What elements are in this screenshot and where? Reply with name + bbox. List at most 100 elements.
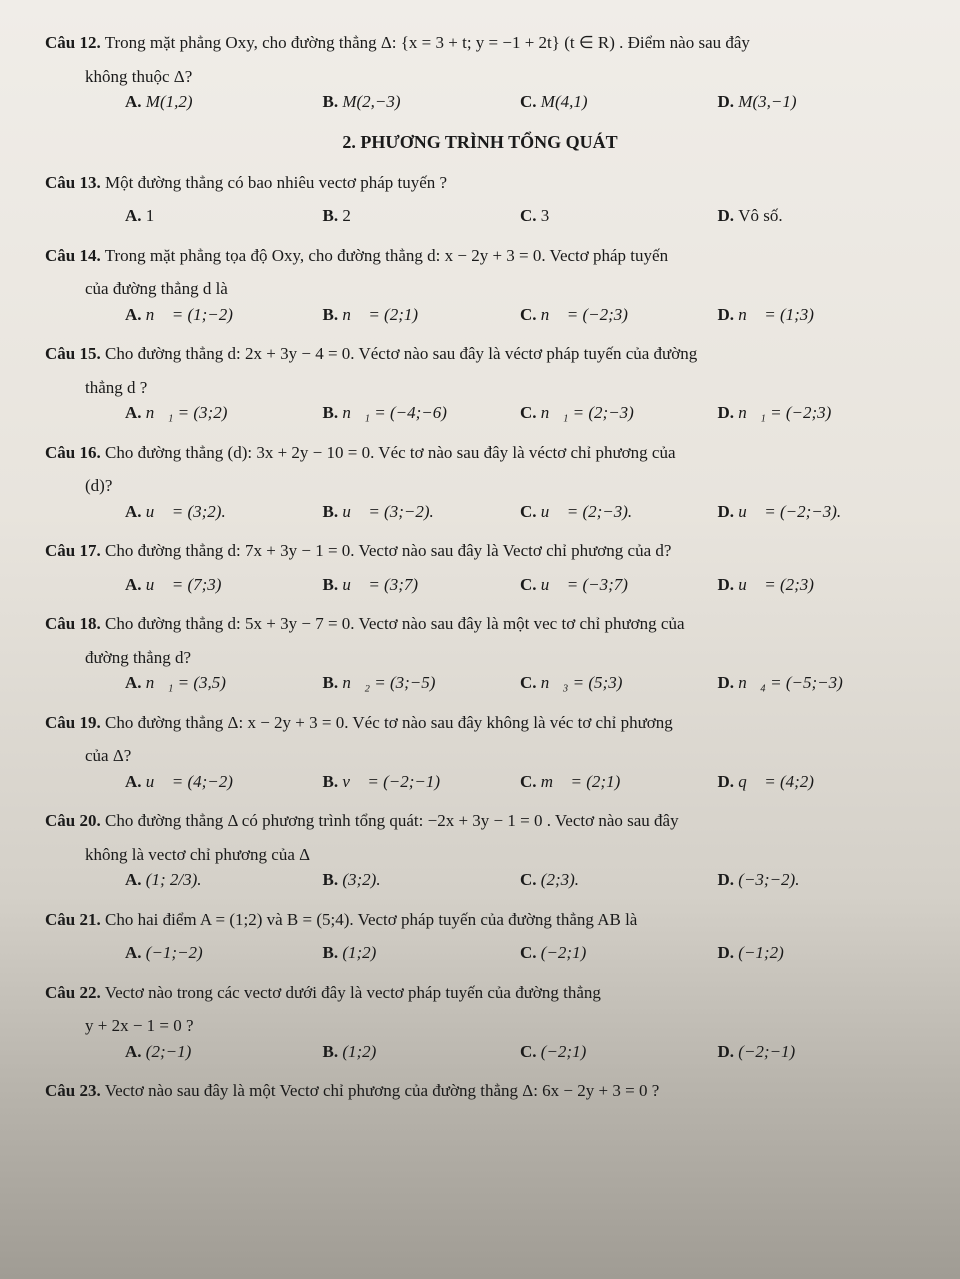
question-16-sub: (d)? <box>45 473 915 499</box>
question-14-body: Trong mặt phẳng tọa độ Oxy, cho đường th… <box>105 246 668 265</box>
option-13-B: B. 2 <box>323 203 521 229</box>
question-14-options: A. n⃗ = (1;−2) B. n⃗ = (2;1) C. n⃗ = (−2… <box>45 302 915 328</box>
option-12-C: C. M(4,1) <box>520 89 718 115</box>
option-19-C: C. m⃗ = (2;1) <box>520 769 718 795</box>
option-16-B: B. u⃗ = (3;−2). <box>323 499 521 525</box>
question-14-label: Câu 14. <box>45 246 101 265</box>
question-18-body: Cho đường thẳng d: 5x + 3y − 7 = 0. Vect… <box>105 614 685 633</box>
question-22: Câu 22. Vectơ nào trong các vectơ dưới đ… <box>45 980 915 1065</box>
question-19-options: A. u⃗ = (4;−2) B. v⃗ = (−2;−1) C. m⃗ = (… <box>45 769 915 795</box>
question-12-label: Câu 12. <box>45 33 101 52</box>
question-13-label: Câu 13. <box>45 173 101 192</box>
option-17-D: D. u⃗ = (2;3) <box>718 572 916 598</box>
question-20-body: Cho đường thẳng Δ có phương trình tổng q… <box>105 811 679 830</box>
option-14-B: B. n⃗ = (2;1) <box>323 302 521 328</box>
question-22-sub: y + 2x − 1 = 0 ? <box>45 1013 915 1039</box>
option-15-A: A. n⃗₁ = (3;2) <box>125 400 323 426</box>
option-22-A: A. (2;−1) <box>125 1039 323 1065</box>
option-21-A: A. (−1;−2) <box>125 940 323 966</box>
question-19-body: Cho đường thẳng Δ: x − 2y + 3 = 0. Véc t… <box>105 713 673 732</box>
question-16-label: Câu 16. <box>45 443 101 462</box>
question-22-options: A. (2;−1) B. (1;2) C. (−2;1) D. (−2;−1) <box>45 1039 915 1065</box>
option-16-C: C. u⃗ = (2;−3). <box>520 499 718 525</box>
question-12: Câu 12. Trong mặt phẳng Oxy, cho đường t… <box>45 30 915 115</box>
question-15: Câu 15. Cho đường thẳng d: 2x + 3y − 4 =… <box>45 341 915 426</box>
question-17-body: Cho đường thẳng d: 7x + 3y − 1 = 0. Vect… <box>105 541 671 560</box>
option-18-A: A. n⃗₁ = (3,5) <box>125 670 323 696</box>
question-18-label: Câu 18. <box>45 614 101 633</box>
question-23-label: Câu 23. <box>45 1081 101 1100</box>
question-19: Câu 19. Cho đường thẳng Δ: x − 2y + 3 = … <box>45 710 915 795</box>
option-14-D: D. n⃗ = (1;3) <box>718 302 916 328</box>
option-21-D: D. (−1;2) <box>718 940 916 966</box>
question-17-options: A. u⃗ = (7;3) B. u⃗ = (3;7) C. u⃗ = (−3;… <box>45 572 915 598</box>
question-15-sub: thẳng d ? <box>45 375 915 401</box>
option-18-B: B. n⃗₂ = (3;−5) <box>323 670 521 696</box>
question-20: Câu 20. Cho đường thẳng Δ có phương trìn… <box>45 808 915 893</box>
question-13-body: Một đường thẳng có bao nhiêu vectơ pháp … <box>105 173 447 192</box>
option-15-D: D. n⃗₁ = (−2;3) <box>718 400 916 426</box>
question-19-text: Câu 19. Cho đường thẳng Δ: x − 2y + 3 = … <box>45 710 915 736</box>
option-12-B: B. M(2,−3) <box>323 89 521 115</box>
question-18: Câu 18. Cho đường thẳng d: 5x + 3y − 7 =… <box>45 611 915 696</box>
question-13: Câu 13. Một đường thẳng có bao nhiêu vec… <box>45 170 915 229</box>
option-16-A: A. u⃗ = (3;2). <box>125 499 323 525</box>
question-23: Câu 23. Vectơ nào sau đây là một Vectơ c… <box>45 1078 915 1104</box>
option-17-C: C. u⃗ = (−3;7) <box>520 572 718 598</box>
question-21-body: Cho hai điểm A = (1;2) và B = (5;4). Vec… <box>105 910 637 929</box>
option-12-D: D. M(3,−1) <box>718 89 916 115</box>
option-18-D: D. n⃗₄ = (−5;−3) <box>718 670 916 696</box>
option-22-C: C. (−2;1) <box>520 1039 718 1065</box>
option-19-A: A. u⃗ = (4;−2) <box>125 769 323 795</box>
question-17-label: Câu 17. <box>45 541 101 560</box>
question-20-options: A. (1; 2/3). B. (3;2). C. (2;3). D. (−3;… <box>45 867 915 893</box>
option-21-C: C. (−2;1) <box>520 940 718 966</box>
question-12-sub: không thuộc Δ? <box>45 64 915 90</box>
question-21-options: A. (−1;−2) B. (1;2) C. (−2;1) D. (−1;2) <box>45 940 915 966</box>
question-20-sub: không là vectơ chỉ phương của Δ <box>45 842 915 868</box>
question-22-label: Câu 22. <box>45 983 101 1002</box>
question-12-body: Trong mặt phẳng Oxy, cho đường thẳng Δ: … <box>105 33 750 52</box>
question-14: Câu 14. Trong mặt phẳng tọa độ Oxy, cho … <box>45 243 915 328</box>
option-15-B: B. n⃗₁ = (−4;−6) <box>323 400 521 426</box>
option-20-D: D. (−3;−2). <box>718 867 916 893</box>
option-20-C: C. (2;3). <box>520 867 718 893</box>
question-20-label: Câu 20. <box>45 811 101 830</box>
question-22-text: Câu 22. Vectơ nào trong các vectơ dưới đ… <box>45 980 915 1006</box>
option-17-B: B. u⃗ = (3;7) <box>323 572 521 598</box>
question-14-sub: của đường thẳng d là <box>45 276 915 302</box>
question-17-text: Câu 17. Cho đường thẳng d: 7x + 3y − 1 =… <box>45 538 915 564</box>
question-16-options: A. u⃗ = (3;2). B. u⃗ = (3;−2). C. u⃗ = (… <box>45 499 915 525</box>
question-21: Câu 21. Cho hai điểm A = (1;2) và B = (5… <box>45 907 915 966</box>
question-19-sub: của Δ? <box>45 743 915 769</box>
option-20-B: B. (3;2). <box>323 867 521 893</box>
option-19-B: B. v⃗ = (−2;−1) <box>323 769 521 795</box>
question-12-text: Câu 12. Trong mặt phẳng Oxy, cho đường t… <box>45 30 915 56</box>
option-14-A: A. n⃗ = (1;−2) <box>125 302 323 328</box>
question-17: Câu 17. Cho đường thẳng d: 7x + 3y − 1 =… <box>45 538 915 597</box>
question-12-options: A. M(1,2) B. M(2,−3) C. M(4,1) D. M(3,−1… <box>45 89 915 115</box>
option-15-C: C. n⃗₁ = (2;−3) <box>520 400 718 426</box>
question-21-text: Câu 21. Cho hai điểm A = (1;2) và B = (5… <box>45 907 915 933</box>
option-17-A: A. u⃗ = (7;3) <box>125 572 323 598</box>
question-16: Câu 16. Cho đường thẳng (d): 3x + 2y − 1… <box>45 440 915 525</box>
option-16-D: D. u⃗ = (−2;−3). <box>718 499 916 525</box>
question-22-body: Vectơ nào trong các vectơ dưới đây là ve… <box>105 983 601 1002</box>
question-23-body: Vectơ nào sau đây là một Vectơ chỉ phươn… <box>105 1081 660 1100</box>
option-19-D: D. q⃗ = (4;2) <box>718 769 916 795</box>
question-16-body: Cho đường thẳng (d): 3x + 2y − 10 = 0. V… <box>105 443 676 462</box>
question-15-label: Câu 15. <box>45 344 101 363</box>
option-18-C: C. n⃗₃ = (5;3) <box>520 670 718 696</box>
question-21-label: Câu 21. <box>45 910 101 929</box>
question-20-text: Câu 20. Cho đường thẳng Δ có phương trìn… <box>45 808 915 834</box>
question-13-options: A. 1 B. 2 C. 3 D. Vô số. <box>45 203 915 229</box>
question-18-sub: đường thẳng d? <box>45 645 915 671</box>
option-13-D: D. Vô số. <box>718 203 916 229</box>
option-13-A: A. 1 <box>125 203 323 229</box>
option-22-B: B. (1;2) <box>323 1039 521 1065</box>
option-12-A: A. M(1,2) <box>125 89 323 115</box>
option-21-B: B. (1;2) <box>323 940 521 966</box>
option-14-C: C. n⃗ = (−2;3) <box>520 302 718 328</box>
question-18-text: Câu 18. Cho đường thẳng d: 5x + 3y − 7 =… <box>45 611 915 637</box>
question-16-text: Câu 16. Cho đường thẳng (d): 3x + 2y − 1… <box>45 440 915 466</box>
